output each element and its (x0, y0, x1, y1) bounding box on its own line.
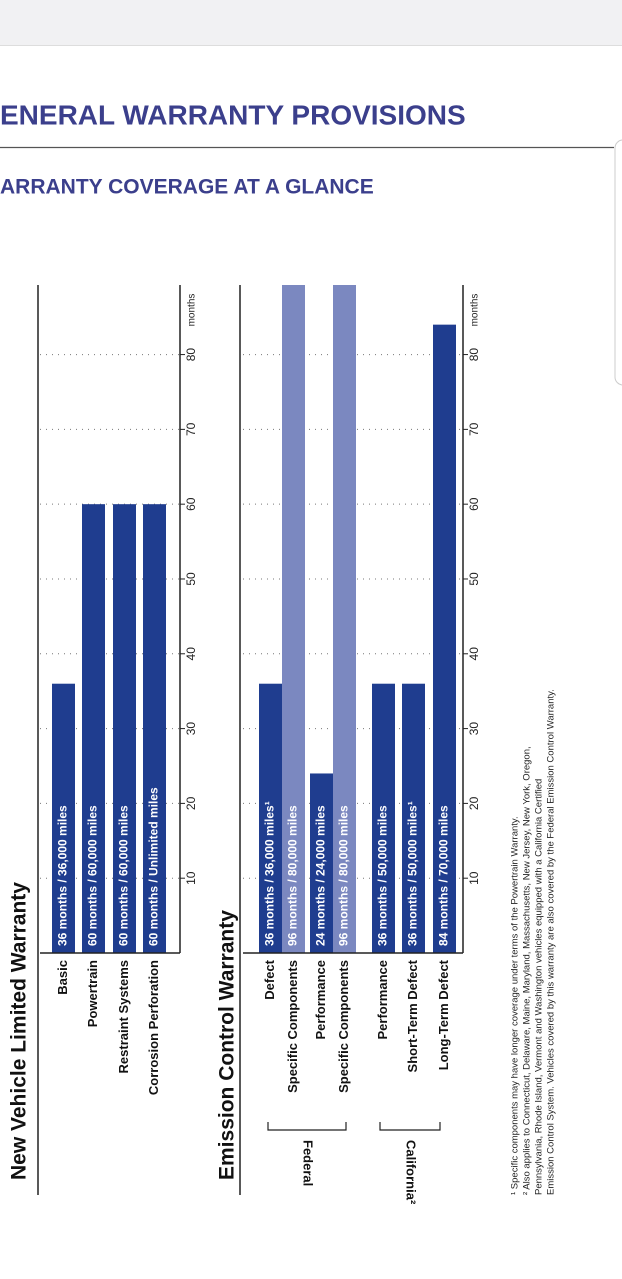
bar (333, 285, 356, 954)
category-label: Basic (55, 960, 70, 995)
bar (433, 324, 456, 954)
side-panel (614, 139, 622, 386)
bar-value-label: 24 months / 24,000 miles (314, 805, 328, 946)
bar (82, 504, 105, 953)
bar-value-label: 36 months / 50,000 miles (376, 805, 390, 946)
tick-label: 10 (184, 871, 198, 885)
bar-value-label: 60 months / 60,000 miles (86, 805, 100, 946)
bar-value-label: 36 months / 36,000 miles¹ (263, 801, 277, 946)
bar (310, 773, 333, 953)
tick-label: 40 (467, 647, 481, 661)
tick-label: 50 (467, 572, 481, 586)
bar (52, 683, 75, 953)
axis-unit: months (470, 294, 481, 327)
tick-label: 70 (184, 422, 198, 436)
group-label: Federal (301, 1140, 316, 1186)
category-label: Short-Term Defect (405, 959, 420, 1072)
tick-label: 60 (467, 497, 481, 511)
bar (282, 285, 305, 954)
tick-label: 50 (184, 572, 198, 586)
bar-value-label: 60 months / 60,000 miles (117, 805, 131, 946)
page-title: ENERAL WARRANTY PROVISIONS (0, 99, 466, 130)
footnote: ¹ Specific components may have longer co… (510, 816, 521, 1195)
tick-label: 40 (184, 647, 198, 661)
bar-value-label: 36 months / 50,000 miles¹ (406, 801, 420, 946)
category-label: Long-Term Defect (436, 959, 451, 1070)
tick-label: 30 (467, 722, 481, 736)
chart-title: New Vehicle Limited Warranty (8, 882, 31, 1180)
group-bracket (379, 1122, 441, 1131)
tick-label: 20 (184, 796, 198, 810)
footnote: Pennsylvania, Rhode Island, Vermont and … (534, 779, 545, 1195)
category-label: Specific Components (336, 960, 351, 1093)
browser-bar (0, 0, 622, 45)
bar-value-label: 96 months / 80,000 miles (337, 805, 351, 946)
group-bracket (267, 1122, 347, 1131)
bar-value-label: 36 months / 36,000 miles (56, 805, 70, 946)
axis-unit: months (187, 294, 198, 327)
footnote: ² Also applies to Connecticut, Delaware,… (522, 746, 533, 1195)
category-label: Powertrain (85, 960, 100, 1027)
bar (259, 683, 282, 953)
tick-label: 80 (184, 348, 198, 362)
bar (143, 504, 166, 953)
category-label: Performance (375, 960, 390, 1039)
category-label: Specific Components (285, 960, 300, 1093)
page-subtitle: ARRANTY COVERAGE AT A GLANCE (0, 176, 374, 199)
tick-label: 20 (467, 796, 481, 810)
footnote: Emission Control System. Vehicles covere… (546, 689, 557, 1195)
bar (372, 683, 395, 953)
tick-label: 30 (184, 722, 198, 736)
category-label: Performance (313, 960, 328, 1039)
category-label: Corrosion Perforation (146, 960, 161, 1095)
bar (402, 683, 425, 953)
tick-label: 80 (467, 348, 481, 362)
bar-value-label: 96 months / 80,000 miles (286, 805, 300, 946)
tick-label: 70 (467, 422, 481, 436)
group-label: California² (404, 1140, 419, 1205)
category-label: Defect (262, 959, 277, 999)
bar (113, 504, 136, 953)
category-label: Restraint Systems (116, 960, 131, 1073)
bar-value-label: 84 months / 70,000 miles (437, 805, 451, 946)
tick-label: 10 (467, 871, 481, 885)
bar-value-label: 60 months / Unlimited miles (147, 787, 161, 946)
tick-label: 60 (184, 497, 198, 511)
chart-title: Emission Control Warranty (216, 910, 239, 1180)
